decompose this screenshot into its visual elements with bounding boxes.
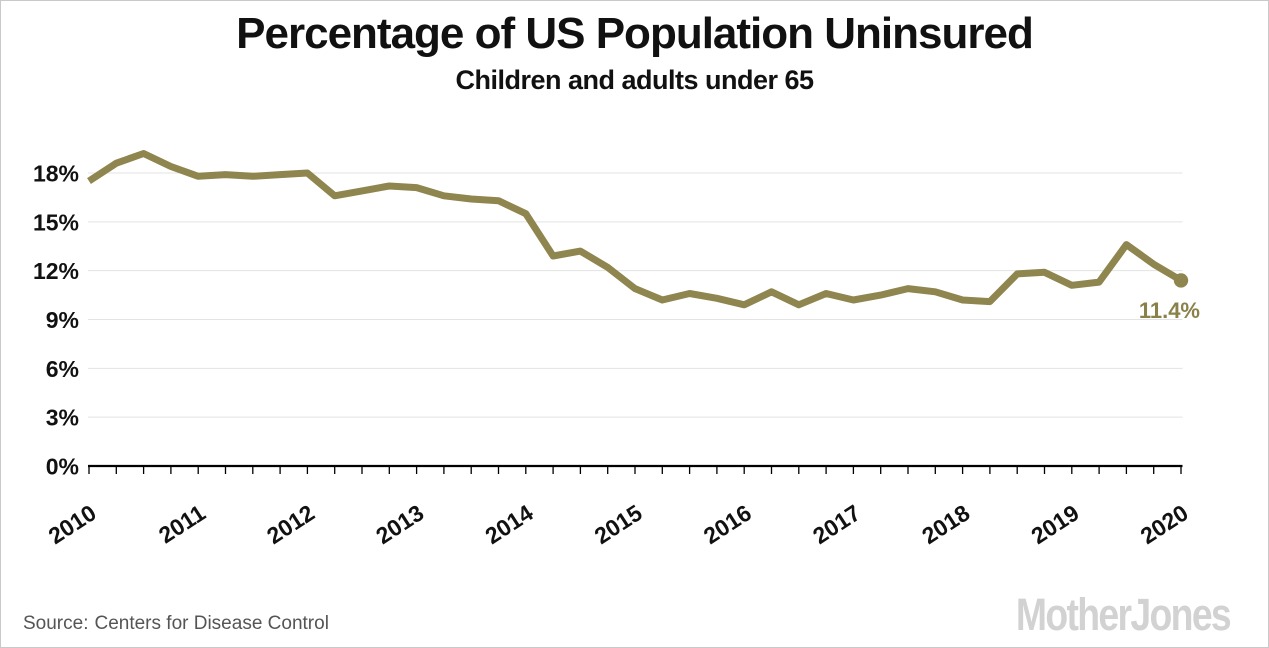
x-axis-label-2020: 2020 bbox=[1136, 499, 1193, 549]
uninsured-rate-line bbox=[87, 150, 1183, 309]
motherjones-logo: MotherJones bbox=[1015, 589, 1232, 640]
y-axis-label-18%: 18% bbox=[33, 160, 79, 186]
x-axis-label-2018: 2018 bbox=[917, 499, 974, 549]
y-axis-label-9%: 9% bbox=[46, 307, 79, 333]
x-axis-label-2015: 2015 bbox=[590, 499, 647, 549]
x-axis-label-2019: 2019 bbox=[1026, 499, 1083, 549]
source-label: Source: bbox=[23, 613, 89, 634]
y-axis-label-3%: 3% bbox=[46, 405, 79, 431]
x-axis-label-2010: 2010 bbox=[44, 499, 101, 549]
chart-title: Percentage of US Population Uninsured bbox=[236, 9, 1034, 58]
x-axis-label-2013: 2013 bbox=[371, 499, 428, 549]
end-point-value-label: 11.4% bbox=[1139, 298, 1200, 323]
x-axis-label-2017: 2017 bbox=[808, 499, 865, 549]
y-axis-label-0%: 0% bbox=[46, 454, 79, 480]
y-axis-label-12%: 12% bbox=[33, 258, 79, 284]
y-axis-label-6%: 6% bbox=[46, 356, 79, 382]
y-axis-label-15%: 15% bbox=[33, 209, 79, 235]
source-value: Centers for Disease Control bbox=[94, 613, 329, 634]
x-axis-label-2014: 2014 bbox=[480, 499, 537, 549]
x-axis-label-2011: 2011 bbox=[154, 499, 210, 548]
x-axis-label-2012: 2012 bbox=[262, 499, 319, 549]
end-point-marker bbox=[1173, 273, 1189, 288]
x-axis-label-2016: 2016 bbox=[699, 499, 756, 549]
source-note: Source: Centers for Disease Control bbox=[23, 613, 329, 635]
line-chart: 18% 15% 12% 9% 6% 3% 0% 2010 2011 2012 2013 2014 201… bbox=[33, 150, 1200, 549]
chart-subtitle: Children and adults under 65 bbox=[455, 65, 814, 95]
